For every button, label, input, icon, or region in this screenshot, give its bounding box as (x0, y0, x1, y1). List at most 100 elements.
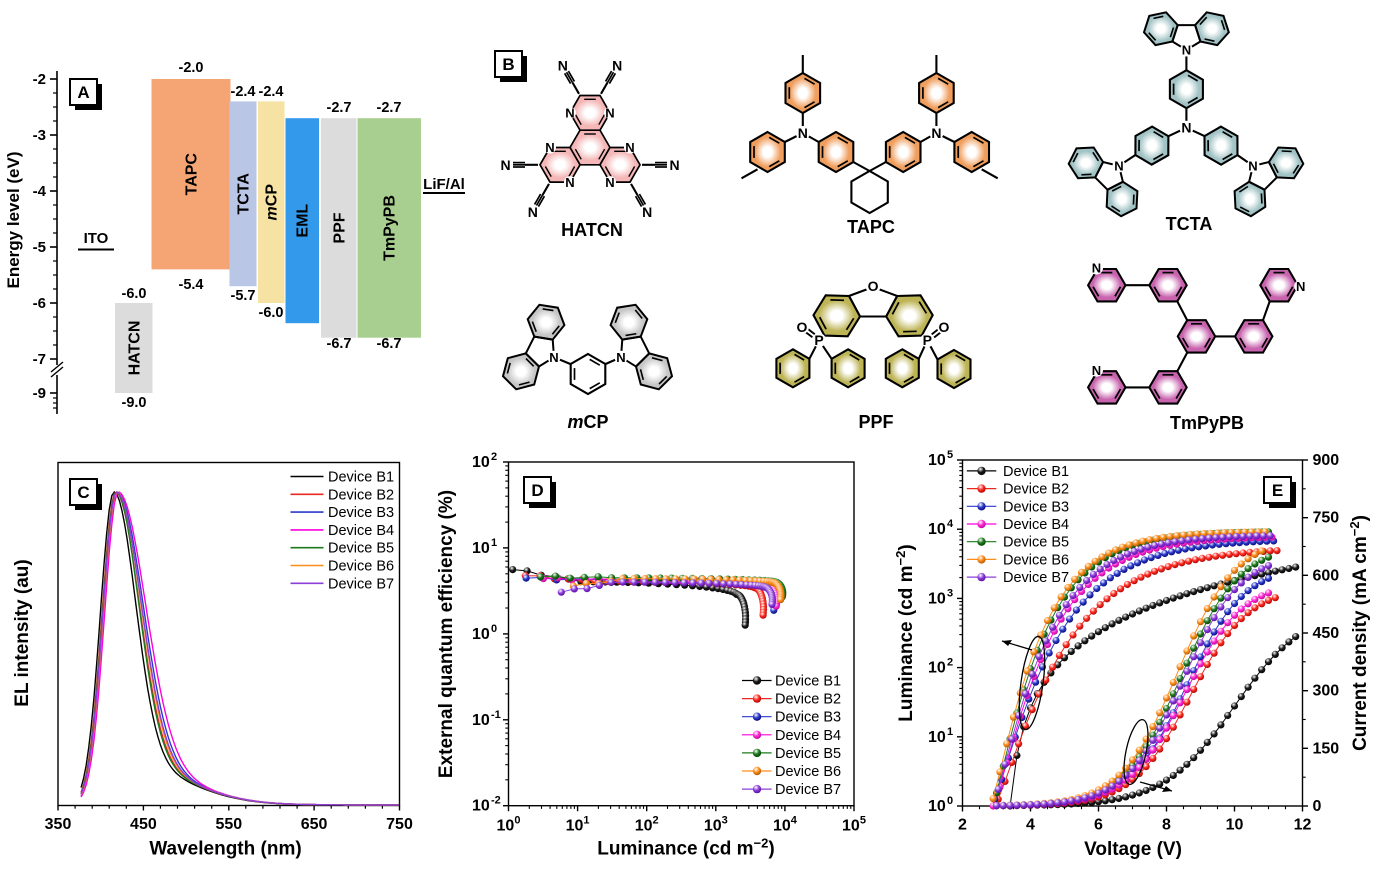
svg-text:EL intensity (au): EL intensity (au) (12, 559, 33, 706)
svg-text:450: 450 (1313, 625, 1340, 642)
svg-text:Energy level (eV): Energy level (eV) (4, 151, 23, 288)
svg-text:N: N (798, 125, 808, 141)
svg-text:Wavelength (nm): Wavelength (nm) (149, 839, 301, 860)
svg-text:650: 650 (301, 816, 328, 833)
svg-text:1: 1 (947, 726, 953, 738)
svg-text:Device B2: Device B2 (775, 692, 841, 708)
svg-text:10: 10 (928, 798, 946, 815)
svg-text:Device B4: Device B4 (775, 728, 841, 744)
svg-text:12: 12 (1294, 817, 1312, 834)
svg-text:Device B5: Device B5 (1003, 535, 1069, 551)
svg-text:-6: -6 (33, 295, 46, 312)
svg-text:900: 900 (1313, 452, 1340, 469)
svg-text:6: 6 (1094, 817, 1103, 834)
svg-text:Device B1: Device B1 (1003, 464, 1069, 480)
svg-text:TCTA: TCTA (236, 173, 253, 215)
svg-text:450: 450 (130, 816, 157, 833)
svg-text:N: N (612, 58, 622, 74)
svg-text:N: N (545, 140, 554, 155)
svg-text:Device B3: Device B3 (328, 505, 394, 521)
svg-text:HATCN: HATCN (126, 321, 143, 376)
svg-text:O: O (939, 319, 950, 335)
svg-text:-6.0: -6.0 (259, 305, 284, 321)
svg-text:Device B7: Device B7 (775, 782, 841, 798)
svg-text:-7: -7 (33, 351, 46, 368)
svg-text:600: 600 (1313, 567, 1340, 584)
svg-text:N: N (1182, 43, 1191, 58)
svg-text:3: 3 (947, 587, 953, 599)
svg-text:Device B1: Device B1 (328, 470, 394, 486)
svg-text:2: 2 (491, 451, 497, 463)
svg-text:N: N (500, 157, 510, 173)
svg-text:N: N (616, 350, 625, 365)
svg-text:A: A (77, 83, 89, 102)
svg-text:B: B (502, 55, 514, 74)
svg-text:10: 10 (928, 660, 946, 677)
svg-text:P: P (923, 332, 932, 348)
svg-text:Device B6: Device B6 (1003, 552, 1069, 568)
svg-text:N: N (625, 140, 634, 155)
svg-text:10: 10 (472, 798, 490, 815)
svg-text:10: 10 (472, 712, 490, 729)
svg-text:mCP: mCP (567, 412, 608, 432)
svg-text:-2.7: -2.7 (377, 100, 402, 116)
svg-text:Device B4: Device B4 (1003, 517, 1069, 533)
svg-text:Voltage (V): Voltage (V) (1084, 839, 1182, 860)
svg-text:-6.7: -6.7 (377, 336, 402, 352)
svg-text:0: 0 (947, 795, 953, 807)
svg-text:E: E (1272, 481, 1283, 500)
svg-text:-2: -2 (33, 71, 46, 88)
svg-text:4: 4 (947, 518, 954, 530)
svg-text:N: N (1296, 279, 1305, 294)
svg-text:N: N (642, 204, 652, 220)
svg-text:N: N (565, 106, 574, 121)
svg-text:-2: -2 (491, 795, 501, 807)
svg-text:10: 10 (928, 521, 946, 538)
svg-text:N: N (1092, 363, 1101, 378)
svg-text:-2.0: -2.0 (179, 60, 204, 76)
svg-text:10: 10 (928, 590, 946, 607)
svg-text:External quantum efficiency (%: External quantum efficiency (%) (436, 490, 457, 778)
svg-text:TAPC: TAPC (847, 217, 895, 237)
svg-text:Device B6: Device B6 (328, 559, 394, 575)
svg-text:-5.4: -5.4 (179, 277, 204, 293)
svg-text:TAPC: TAPC (184, 153, 201, 196)
svg-text:N: N (549, 350, 558, 365)
svg-text:LiF/Al: LiF/Al (423, 176, 465, 193)
svg-text:750: 750 (386, 816, 413, 833)
svg-text:-9: -9 (33, 385, 46, 402)
svg-text:10: 10 (472, 454, 490, 471)
svg-text:-5.7: -5.7 (231, 288, 256, 304)
svg-text:Device B4: Device B4 (328, 523, 394, 539)
svg-text:Device B6: Device B6 (775, 764, 841, 780)
svg-text:Luminance (cd m−2): Luminance (cd m−2) (597, 836, 774, 860)
svg-text:Device B5: Device B5 (328, 541, 394, 557)
svg-text:N: N (528, 204, 538, 220)
svg-text:ITO: ITO (84, 230, 109, 247)
svg-text:-4: -4 (33, 183, 47, 200)
svg-text:5: 5 (947, 449, 953, 461)
svg-text:N: N (1181, 120, 1191, 136)
svg-text:Device B1: Device B1 (775, 674, 841, 690)
svg-text:N: N (1114, 159, 1123, 174)
svg-text:8: 8 (1162, 817, 1171, 834)
svg-text:10: 10 (1226, 817, 1244, 834)
svg-text:-6.0: -6.0 (122, 286, 147, 302)
svg-text:10: 10 (928, 452, 946, 469)
svg-text:2: 2 (947, 657, 953, 669)
svg-text:P: P (814, 332, 823, 348)
svg-text:HATCN: HATCN (561, 220, 623, 240)
svg-text:Device B5: Device B5 (775, 746, 841, 762)
svg-text:C: C (77, 483, 89, 502)
svg-text:1: 1 (491, 537, 497, 549)
svg-text:N: N (558, 58, 568, 74)
svg-text:O: O (868, 278, 879, 294)
svg-text:TmPyPB: TmPyPB (1170, 413, 1244, 433)
svg-text:Device B3: Device B3 (1003, 499, 1069, 515)
svg-text:-2.4: -2.4 (259, 84, 284, 100)
svg-text:10: 10 (472, 540, 490, 557)
svg-text:0: 0 (491, 623, 497, 635)
svg-text:550: 550 (215, 816, 242, 833)
svg-text:-5: -5 (33, 239, 46, 256)
svg-text:10: 10 (472, 626, 490, 643)
